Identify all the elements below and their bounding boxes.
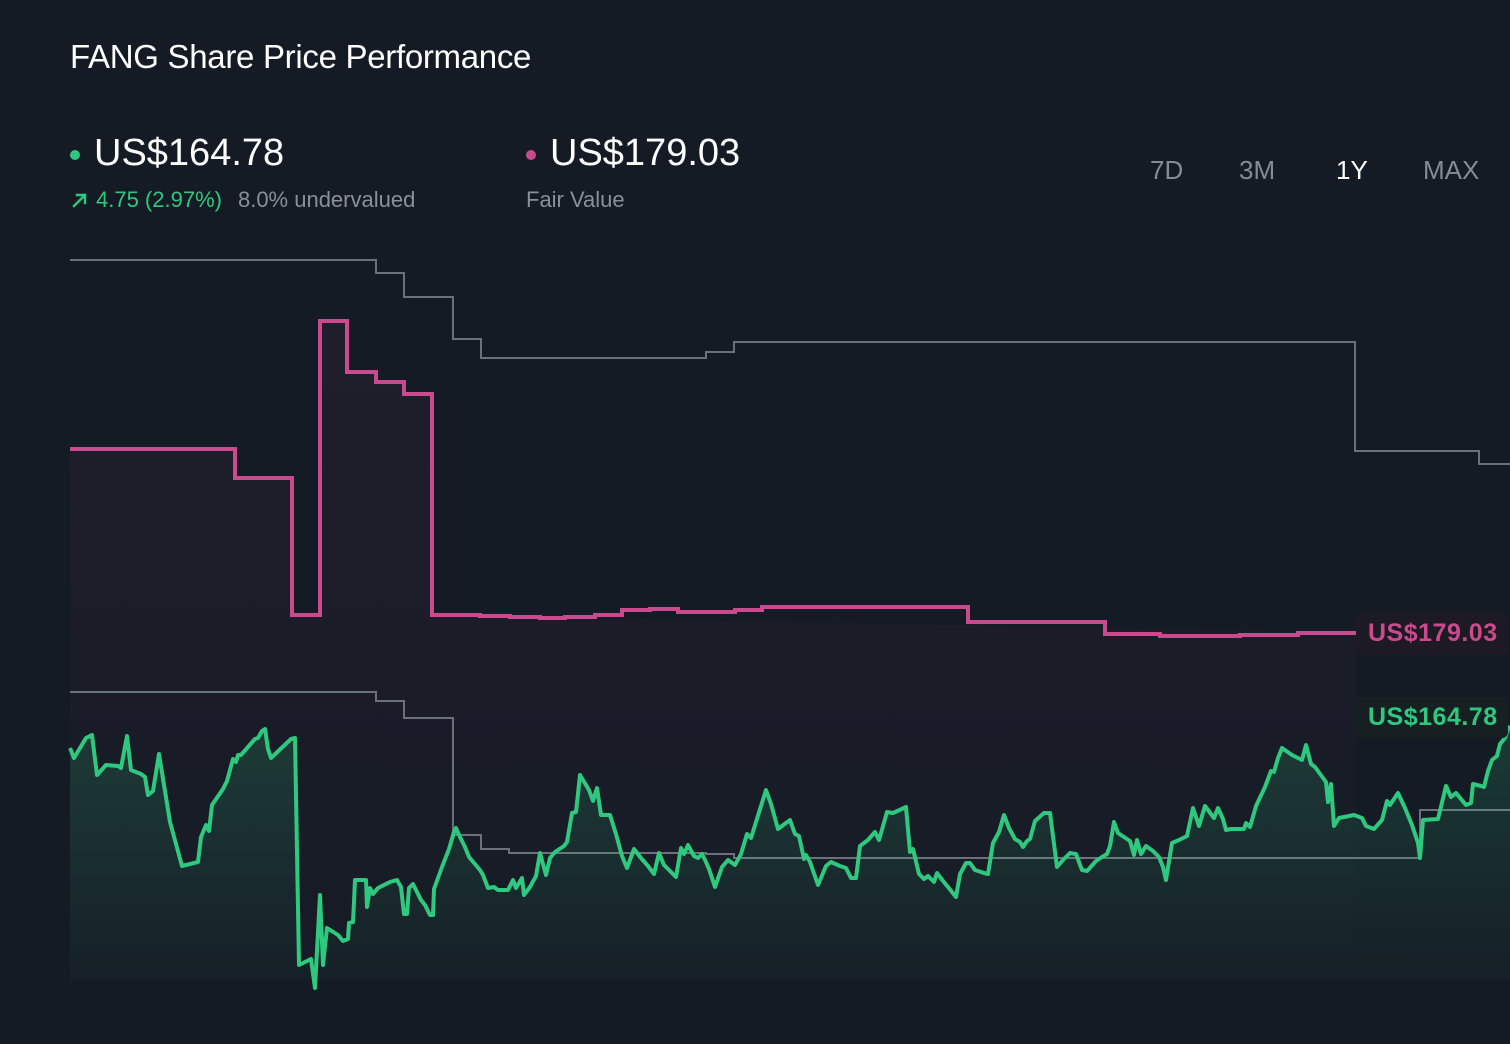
analyst-target-upper-line: [70, 259, 1510, 465]
share-price-area: [70, 726, 1510, 988]
page-title: FANG Share Price Performance: [70, 38, 532, 75]
fair-value-area: [70, 321, 1356, 980]
fair-value-summary: US$179.03 Fair Value: [526, 132, 740, 213]
price-change: 4.75 (2.97%): [70, 187, 222, 213]
fair-value-label: Fair Value: [526, 187, 625, 212]
arrow-up-right-icon: [72, 193, 87, 208]
share-price-line: [68, 724, 1510, 990]
fair-value-legend-dot: [526, 149, 536, 160]
analyst-target-lower-line: [70, 691, 1510, 859]
price-legend-dot: [70, 149, 80, 160]
fair-value-end-label: US$179.03: [1356, 613, 1508, 654]
tab-3m[interactable]: 3M: [1239, 155, 1276, 185]
share-price-end-label: US$164.78: [1356, 697, 1508, 738]
valuation-status: 8.0% undervalued: [237, 187, 416, 212]
fair-value-line: [70, 319, 1356, 638]
tab-max[interactable]: MAX: [1423, 155, 1480, 185]
tab-1y[interactable]: 1Y: [1336, 155, 1368, 185]
tab-7d[interactable]: 7D: [1150, 155, 1184, 185]
fair-value-value: US$179.03: [550, 132, 741, 174]
price-change-value: 4.75 (2.97%): [96, 187, 222, 212]
share-price-summary: US$164.78 4.75 (2.97%) 8.0% undervalued: [70, 132, 415, 213]
share-price-value: US$164.78: [94, 132, 285, 174]
